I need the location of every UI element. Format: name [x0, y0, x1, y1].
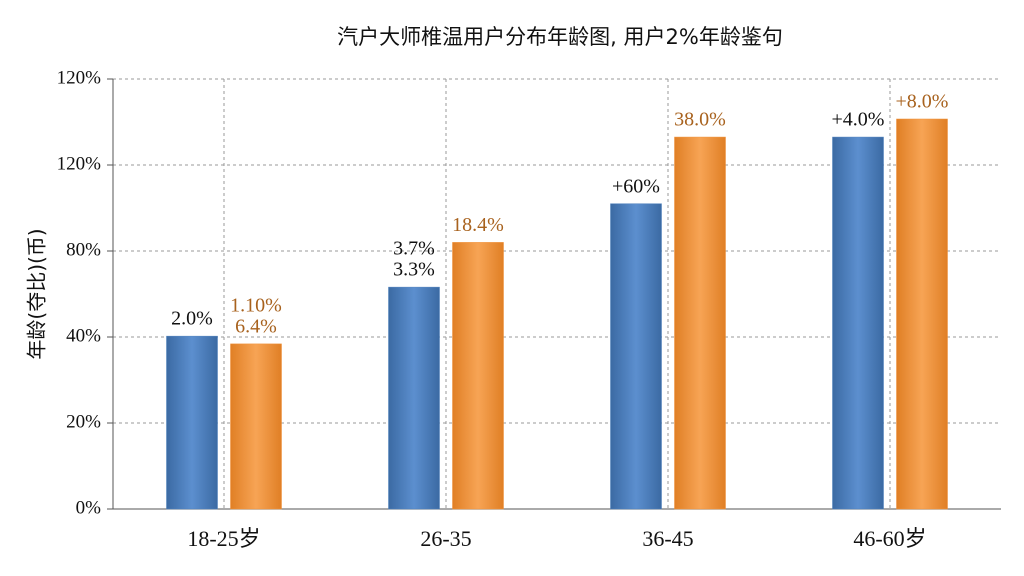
bar	[166, 335, 218, 510]
x-tick-label: 26-35	[420, 526, 471, 551]
bar	[230, 343, 282, 510]
y-tick-label: 0%	[76, 497, 102, 518]
data-label: 3.7%	[393, 238, 435, 260]
y-tick-label: 80%	[66, 239, 101, 260]
y-tick-label: 120%	[57, 67, 102, 88]
y-axis-label: 年龄(夺比)(币)	[25, 228, 49, 359]
bar	[674, 136, 726, 510]
data-label: +60%	[612, 175, 660, 197]
y-tick-label: 40%	[66, 325, 101, 346]
data-label: 3.3%	[393, 259, 435, 281]
data-label: 18.4%	[452, 214, 504, 236]
y-tick-label: 120%	[57, 153, 102, 174]
bar	[896, 118, 948, 510]
data-label: +4.0%	[832, 109, 885, 131]
bar	[388, 286, 440, 510]
bar	[832, 136, 884, 510]
x-tick-label: 46-60岁	[853, 526, 926, 551]
y-tick-label: 20%	[66, 411, 101, 432]
data-label: 2.0%	[171, 308, 213, 330]
data-label: +8.0%	[896, 91, 949, 113]
data-label: 38.0%	[674, 109, 726, 131]
data-label: 6.4%	[235, 315, 277, 337]
data-label: 1.10%	[230, 294, 282, 316]
x-tick-label: 18-25岁	[187, 526, 260, 551]
bar	[452, 242, 504, 510]
x-tick-label: 36-45	[642, 526, 693, 551]
bar	[610, 203, 662, 510]
chart-title: 汽户大师椎温用户分布年龄图, 用户2%年龄鉴句	[337, 25, 783, 49]
